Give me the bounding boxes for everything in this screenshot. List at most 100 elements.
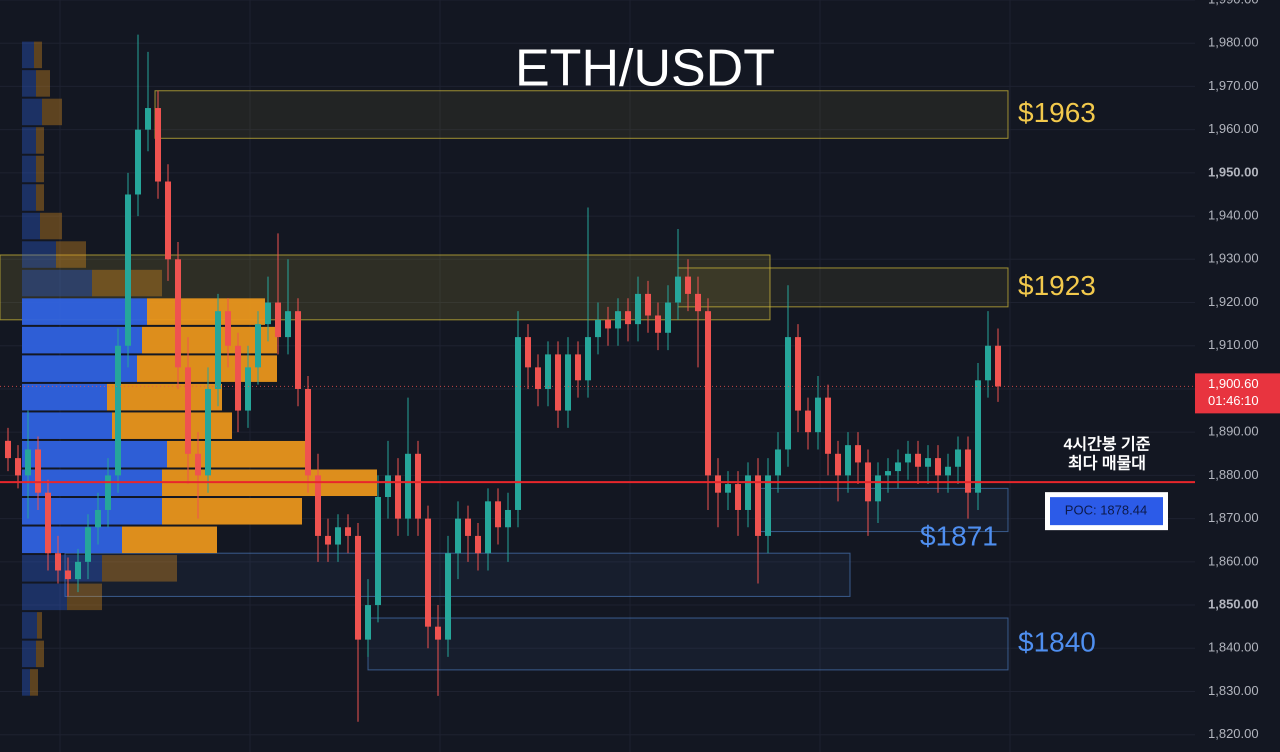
candle-body <box>405 453 411 519</box>
candle-body <box>155 108 161 182</box>
candle-body <box>535 367 541 389</box>
candle-body <box>595 319 601 338</box>
profile-up <box>22 70 36 97</box>
candle-body <box>525 337 531 368</box>
poc-note: 4시간봉 기준 <box>1064 435 1151 453</box>
profile-down <box>34 41 42 69</box>
candle-body <box>775 449 781 476</box>
candle-body <box>375 497 381 606</box>
candle-body <box>875 475 881 502</box>
candle-body <box>345 527 351 536</box>
candle-body <box>995 345 1001 387</box>
profile-down <box>36 184 44 211</box>
candle-body <box>935 458 941 476</box>
candle-body <box>825 397 831 454</box>
candle-body <box>705 311 711 476</box>
profile-up <box>22 412 112 439</box>
profile-up <box>22 212 40 240</box>
profile-down <box>36 127 44 154</box>
chart-title: ETH/USDT <box>515 40 775 98</box>
candle-body <box>305 388 311 476</box>
profile-down <box>56 241 86 268</box>
zone <box>759 487 1009 533</box>
candle-body <box>315 475 321 536</box>
poc-box <box>1050 497 1163 526</box>
candle-body <box>445 553 451 640</box>
candle-body <box>945 466 951 476</box>
candle-body <box>275 302 281 338</box>
zone-label: $1923 <box>1018 270 1096 301</box>
profile-down <box>40 212 62 240</box>
profile-down <box>112 412 232 439</box>
y-tick-label: 1,930.00 <box>1208 251 1259 266</box>
candle-body <box>915 453 921 467</box>
last-price-box <box>1195 373 1280 414</box>
candle-body <box>115 345 121 476</box>
profile-down <box>37 612 42 639</box>
profile-down <box>147 298 265 325</box>
candle-body <box>45 492 51 554</box>
candle-body <box>5 440 11 459</box>
candle-body <box>245 367 251 411</box>
zone-label: $1871 <box>920 520 998 551</box>
candle-body <box>695 293 701 312</box>
candle-body <box>135 129 141 195</box>
y-tick-label: 1,860.00 <box>1208 553 1259 568</box>
candle-body <box>395 475 401 519</box>
candle-body <box>455 518 461 554</box>
y-tick-label: 1,950.00 <box>1208 164 1259 179</box>
candle-body <box>325 535 331 545</box>
candle-body <box>955 449 961 467</box>
candle-body <box>715 475 721 493</box>
candle-body <box>285 311 291 338</box>
candle-body <box>475 535 481 554</box>
candle-body <box>55 553 61 571</box>
candle-body <box>965 449 971 493</box>
candle-body <box>765 475 771 536</box>
candle-body <box>575 354 581 381</box>
candle-body <box>645 293 651 316</box>
candle-body <box>175 259 181 368</box>
candle-body <box>985 345 991 381</box>
profile-up <box>22 41 34 69</box>
profile-up <box>22 326 142 354</box>
candle-body <box>505 509 511 528</box>
y-tick-label: 1,960.00 <box>1208 121 1259 136</box>
profile-up <box>22 612 37 639</box>
candle-body <box>755 475 761 536</box>
poc-label: POC: 1878.44 <box>1065 503 1147 518</box>
candle-body <box>725 484 731 493</box>
profile-up <box>22 669 30 696</box>
y-tick-label: 1,980.00 <box>1208 35 1259 50</box>
profile-down <box>162 498 302 525</box>
profile-up <box>22 184 36 211</box>
zone <box>367 617 1009 671</box>
countdown-label: 01:46:10 <box>1208 393 1259 408</box>
candle-body <box>255 324 261 368</box>
candle-body <box>605 319 611 329</box>
profile-up <box>22 498 162 525</box>
profile-up <box>22 640 36 668</box>
profile-down <box>107 383 222 411</box>
candle-body <box>745 475 751 510</box>
candle-body <box>585 337 591 381</box>
profile-up <box>22 440 167 468</box>
candle-body <box>25 449 31 476</box>
candle-body <box>815 397 821 433</box>
candle-body <box>425 518 431 627</box>
candle-body <box>415 453 421 519</box>
candle-body <box>65 570 71 580</box>
profile-up <box>22 269 92 297</box>
y-tick-label: 1,910.00 <box>1208 337 1259 352</box>
y-tick-label: 1,890.00 <box>1208 424 1259 439</box>
candle-body <box>145 108 151 130</box>
y-tick-label: 1,850.00 <box>1208 596 1259 611</box>
candle-body <box>835 453 841 476</box>
candle-body <box>295 311 301 389</box>
candle-body <box>465 518 471 536</box>
candle-body <box>105 475 111 510</box>
y-tick-label: 1,990.00 <box>1208 0 1259 6</box>
profile-up <box>22 155 36 183</box>
candle-body <box>435 626 441 640</box>
